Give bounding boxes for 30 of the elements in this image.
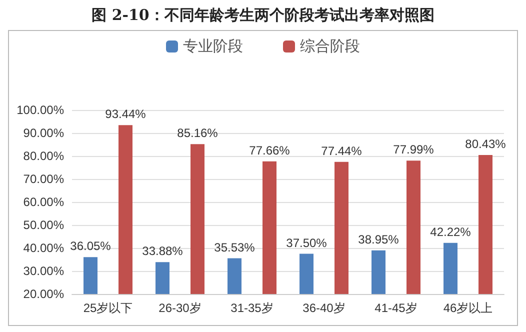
data-label: 85.16% — [177, 126, 218, 140]
x-tick-label: 36-40岁 — [302, 301, 346, 315]
y-tick-label: 40.00% — [23, 241, 64, 255]
x-tick-label: 25岁以下 — [83, 301, 133, 315]
data-label: 36.05% — [70, 239, 112, 254]
x-tick-label: 31-35岁 — [230, 301, 274, 315]
data-label: 77.99% — [393, 142, 434, 157]
data-label: 35.53% — [214, 240, 256, 254]
y-tick-label: 90.00% — [23, 126, 64, 140]
data-label: 37.50% — [286, 236, 328, 250]
data-label: 77.44% — [321, 144, 362, 158]
data-label: 77.66% — [249, 143, 290, 158]
x-tick-label: 46岁以上 — [443, 301, 493, 315]
y-tick-label: 20.00% — [23, 287, 64, 301]
y-tick-label: 80.00% — [23, 149, 64, 163]
x-tick-label: 41-45岁 — [374, 301, 418, 315]
data-label: 93.44% — [105, 107, 146, 122]
data-label: 42.22% — [430, 224, 472, 239]
y-tick-label: 50.00% — [23, 218, 64, 232]
legend-label: 专业阶段 — [183, 38, 243, 55]
chart-title: 图 2-10：不同年龄考生两个阶段考试出考率对照图 — [90, 6, 436, 25]
x-tick-label: 26-30岁 — [158, 301, 202, 315]
y-tick-label: 30.00% — [23, 264, 64, 278]
y-tick-label: 70.00% — [23, 172, 64, 186]
y-tick-label: 60.00% — [23, 195, 64, 209]
y-tick-label: 100.00% — [16, 103, 64, 117]
data-label: 80.43% — [465, 137, 506, 152]
data-label: 33.88% — [142, 244, 184, 258]
legend-label: 综合阶段 — [300, 38, 360, 55]
data-label: 38.95% — [358, 232, 400, 246]
